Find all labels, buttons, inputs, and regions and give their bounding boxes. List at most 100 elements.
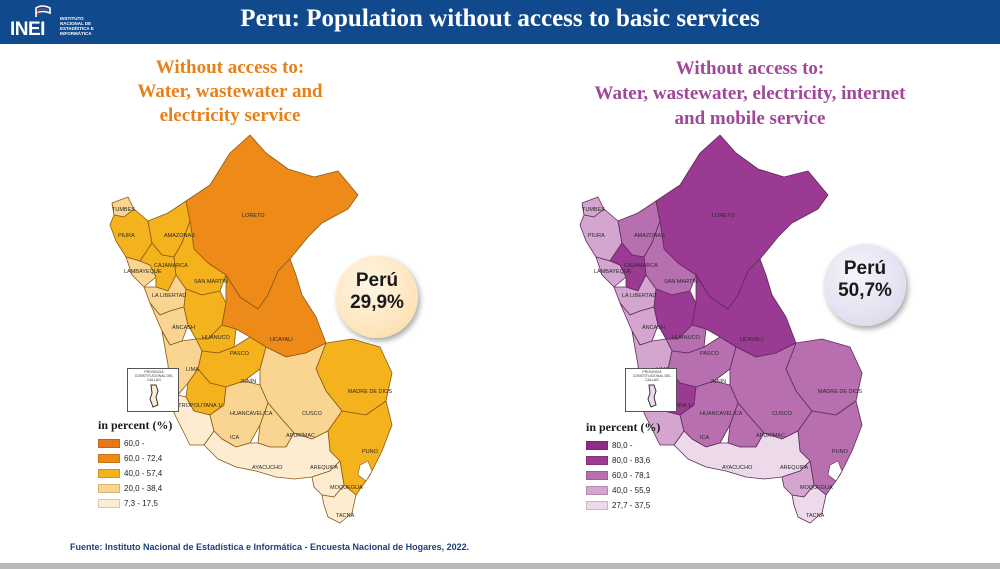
legend-rows: 80,0 - 80,0 - 83,6 60,0 - 78,1 40,0 - 55,9 2… (586, 438, 660, 513)
peru-total-badge-left: Perú 29,9% (336, 256, 418, 338)
right-title-line: Water, wastewater, electricity, internet (594, 83, 906, 104)
legend-label: 80,0 - 83,6 (612, 456, 651, 465)
legend-item: 27,7 - 37,5 (586, 498, 660, 513)
region-label: PIURA (588, 233, 605, 239)
region-label: PIURA (118, 233, 135, 239)
callao-shape-icon (647, 384, 657, 408)
legend-item: 7,3 - 17,5 (98, 496, 172, 511)
legend-item: 40,0 - 55,9 (586, 483, 660, 498)
region-tacna (321, 484, 357, 524)
source-note: Fuente: Instituto Nacional de Estadístic… (70, 542, 470, 552)
legend-title: in percent (%) (586, 420, 661, 434)
region-label: APURÍMAC (756, 432, 785, 439)
legend-swatch (586, 441, 608, 450)
region-label: JUNÍN (240, 378, 256, 385)
legend-swatch (586, 456, 608, 465)
left-panel-title: Without access to: Water, wastewater and… (80, 56, 380, 128)
legend-swatch (98, 469, 120, 478)
badge-country: Perú (843, 258, 887, 279)
logo-mark: INEI (10, 19, 45, 40)
legend-label: 7,3 - 17,5 (124, 499, 158, 508)
legend-swatch (98, 484, 120, 493)
legend-swatch (586, 486, 608, 495)
callao-label: PROVINCIA CONSTITUCIONAL DEL CALLAO (632, 370, 672, 382)
region-label: ICA (700, 435, 710, 441)
region-label: MADRE DE DIOS (348, 389, 392, 395)
region-label: UCAYALI (270, 337, 293, 343)
badge-country: Perú (355, 270, 399, 291)
legend-item: 60,0 - (98, 436, 172, 451)
region-label: PASCO (700, 351, 720, 357)
right-panel-title: Without access to: Water, wastewater, el… (540, 56, 960, 131)
legend-label: 27,7 - 37,5 (612, 501, 651, 510)
region-label: PASCO (230, 351, 250, 357)
legend-item: 80,0 - 83,6 (586, 453, 660, 468)
inei-logo: INEI INSTITUTO NACIONAL DE ESTADÍSTICA E… (10, 3, 110, 41)
region-label: ÁNCASH (642, 324, 665, 331)
lake-titicaca-shape (357, 460, 373, 482)
region-label: TUMBES (112, 207, 135, 213)
region-label: LA LIBERTAD (622, 293, 656, 299)
logo-flag-icon (35, 5, 51, 17)
region-label: SAN MARTÍN (664, 278, 698, 285)
lake-titicaca-shape (827, 460, 843, 482)
legend-swatch (98, 439, 120, 448)
region-label: PUNO (832, 449, 849, 455)
region-label: TUMBES (582, 207, 605, 213)
right-title-line: and mobile service (674, 108, 826, 129)
left-title-line: electricity service (159, 105, 301, 126)
legend-rows: 60,0 - 60,0 - 72,4 40,0 - 57,4 20,0 - 38,4 7… (98, 436, 172, 511)
legend-label: 80,0 - (612, 441, 633, 450)
peru-map-right: TUMBES PIURA LAMBAYEQUE AMAZONAS CAJAMARCA LO… (579, 134, 863, 524)
legend-item: 60,0 - 78,1 (586, 468, 660, 483)
region-label: CAJAMARCA (154, 263, 188, 269)
region-label: UCAYALI (740, 337, 763, 343)
callao-label: PROVINCIA CONSTITUCIONAL DEL CALLAO (134, 370, 174, 382)
region-label: HUÁNUCO (672, 334, 701, 341)
left-title-line: Water, wastewater and (137, 81, 323, 102)
region-label: LAMBAYEQUE (594, 269, 632, 275)
region-label: AYACUCHO (252, 465, 283, 471)
region-label: HUÁNUCO (202, 334, 231, 341)
region-ayacucho (679, 380, 739, 448)
legend-swatch (98, 454, 120, 463)
region-label: CUSCO (772, 411, 793, 417)
region-label: MADRE DE DIOS (818, 389, 862, 395)
peru-map-left: TUMBES PIURA LAMBAYEQUE AMAZONAS CAJAMARCA LO… (109, 134, 393, 524)
legend-label: 60,0 - (124, 439, 145, 448)
region-label: TACNA (336, 513, 355, 519)
logo-text: INSTITUTO NACIONAL DE ESTADÍSTICA E INFO… (60, 16, 94, 36)
region-label: ÁNCASH (172, 324, 195, 331)
region-label: LAMBAYEQUE (124, 269, 162, 275)
region-label: LIMA (186, 367, 199, 373)
region-ayacucho (209, 380, 269, 448)
region-label: PUNO (362, 449, 379, 455)
callao-inset-right: PROVINCIA CONSTITUCIONAL DEL CALLAO (625, 368, 677, 412)
legend-item: 60,0 - 72,4 (98, 451, 172, 466)
region-label: JUNÍN (710, 378, 726, 385)
region-label: LORETO (242, 213, 265, 219)
legend-label: 40,0 - 55,9 (612, 486, 651, 495)
legend-label: 60,0 - 72,4 (124, 454, 163, 463)
region-tacna (791, 484, 827, 524)
header-bar: INEI INSTITUTO NACIONAL DE ESTADÍSTICA E… (0, 0, 1000, 44)
region-arequipa (673, 430, 811, 480)
region-label: APURÍMAC (286, 432, 315, 439)
legend-label: 40,0 - 57,4 (124, 469, 163, 478)
region-label: AMAZONAS (164, 233, 195, 239)
badge-value: 29,9% (350, 292, 404, 313)
legend-label: 20,0 - 38,4 (124, 484, 163, 493)
legend-right: in percent (%) 80,0 - 80,0 - 83,6 60,0 - 7… (586, 420, 660, 513)
region-label: ICA (230, 435, 240, 441)
region-label: MOQUEGUA (800, 485, 833, 491)
legend-item: 20,0 - 38,4 (98, 481, 172, 496)
callao-inset-left: PROVINCIA CONSTITUCIONAL DEL CALLAO (127, 368, 179, 412)
region-label: AREQUIPA (310, 465, 338, 471)
region-label: AYACUCHO (722, 465, 753, 471)
legend-left: in percent (%) 60,0 - 60,0 - 72,4 40,0 - 5… (98, 418, 172, 511)
region-label: HUANCAVELICA (230, 411, 273, 417)
page-title: Peru: Population without access to basic… (240, 5, 760, 32)
legend-item: 80,0 - (586, 438, 660, 453)
region-label: LA LIBERTAD (152, 293, 186, 299)
region-arequipa (203, 430, 341, 480)
